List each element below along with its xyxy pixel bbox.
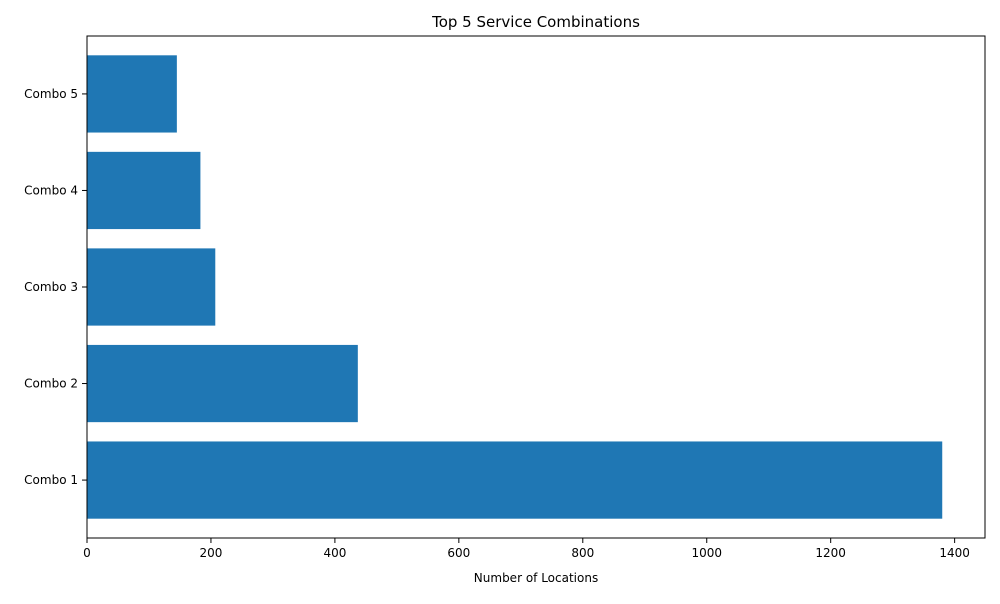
bars-layer [87,55,943,519]
bar-combo-1 [87,441,943,519]
bar-combo-2 [87,344,358,423]
x-tick-label: 600 [447,546,470,560]
x-tick-label: 1000 [691,546,722,560]
bar-combo-3 [87,248,216,326]
x-tick-label: 400 [323,546,346,560]
bar-combo-4 [87,151,201,230]
y-tick-label: Combo 3 [24,280,78,294]
y-tick-label: Combo 1 [24,473,78,487]
axes-layer: 0 200 400 600 800 1000 1200 1400 Combo 1 Combo 2 C… [24,35,986,560]
bar-combo-5 [87,55,177,133]
x-tick-label: 0 [83,546,91,560]
y-tick-label: Combo 5 [24,87,78,101]
x-tick-label: 200 [199,546,222,560]
x-tick-label: 1200 [815,546,846,560]
x-axis-label: Number of Locations [474,571,598,585]
y-tick-label: Combo 4 [24,183,78,197]
x-tick-label: 1400 [939,546,970,560]
y-tick-label: Combo 2 [24,377,78,391]
x-tick-label: 800 [571,546,594,560]
chart-title: Top 5 Service Combinations [431,13,640,31]
